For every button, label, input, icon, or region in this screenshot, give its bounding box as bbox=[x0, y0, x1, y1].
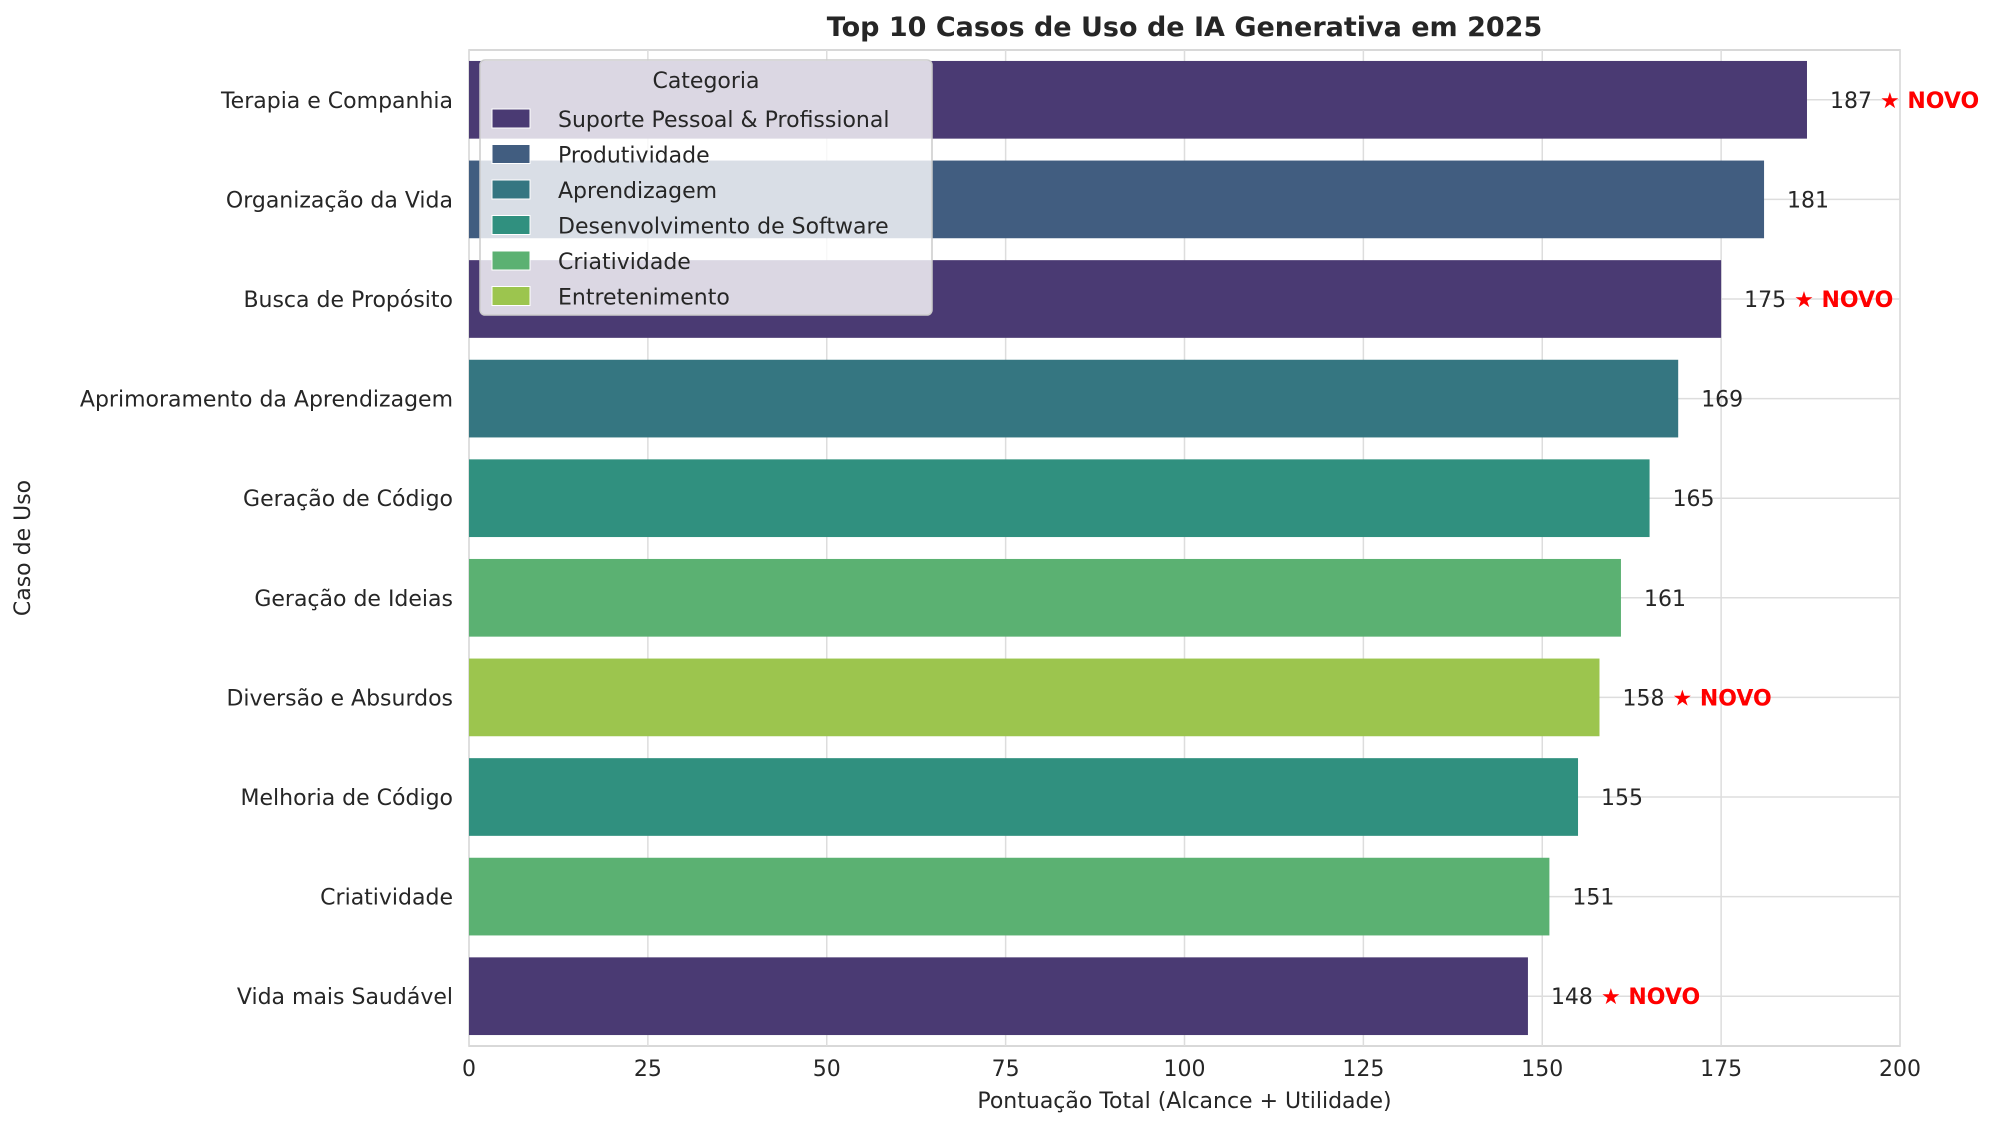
x-tick-label: 75 bbox=[992, 1057, 1020, 1082]
value-labels: 187 ★ NOVO 181 175 ★ NOVO 169 165 161 158 ★ NOVO 1… bbox=[1551, 89, 1979, 1010]
y-tick-label: Criatividade bbox=[320, 886, 453, 911]
legend-swatch bbox=[491, 179, 531, 200]
y-tick-label: Busca de Propósito bbox=[243, 288, 453, 313]
x-axis-ticks: 0 25 50 75 100 125 150 175 200 bbox=[462, 1057, 1921, 1082]
legend-title: Categoria bbox=[652, 69, 759, 94]
legend-entry: Produtividade bbox=[558, 144, 710, 169]
bars bbox=[469, 60, 1807, 1036]
data-label: 148 bbox=[1551, 985, 1593, 1010]
y-axis-ticks: Terapia e Companhia Organização da Vida Bu… bbox=[80, 89, 453, 1010]
y-tick-label: Aprimoramento da Aprendizagem bbox=[80, 388, 453, 413]
legend-entry: Suporte Pessoal & Profissional bbox=[558, 108, 889, 133]
data-label: 181 bbox=[1787, 188, 1829, 213]
y-tick-label: Melhoria de Código bbox=[241, 786, 453, 811]
x-tick-label: 50 bbox=[813, 1057, 841, 1082]
legend-swatch bbox=[491, 286, 531, 306]
legend-box bbox=[479, 59, 933, 316]
y-tick-label: Organização da Vida bbox=[226, 188, 453, 213]
legend-swatch bbox=[491, 250, 531, 271]
chart-title: Top 10 Casos de Uso de IA Generativa em … bbox=[827, 12, 1543, 43]
data-label: 151 bbox=[1572, 886, 1614, 911]
legend-swatch bbox=[491, 108, 531, 129]
bar bbox=[469, 658, 1600, 737]
y-tick-label: Diversão e Absurdos bbox=[226, 686, 453, 711]
y-axis-label: Caso de Uso bbox=[11, 480, 36, 616]
data-label: 165 bbox=[1673, 487, 1715, 512]
legend-swatch bbox=[491, 144, 531, 164]
bar bbox=[469, 558, 1621, 637]
data-label: 169 bbox=[1701, 388, 1743, 413]
data-label: 158 bbox=[1622, 686, 1664, 711]
x-tick-label: 200 bbox=[1879, 1057, 1921, 1082]
y-tick-label: Geração de Código bbox=[243, 487, 453, 512]
new-badge: ★ NOVO bbox=[1794, 288, 1893, 313]
bar bbox=[469, 857, 1550, 936]
bar bbox=[469, 957, 1528, 1036]
data-label: 187 bbox=[1830, 89, 1872, 114]
legend-entry: Criatividade bbox=[558, 250, 691, 275]
x-tick-label: 25 bbox=[634, 1057, 662, 1082]
bar bbox=[469, 459, 1650, 538]
x-axis-label: Pontuação Total (Alcance + Utilidade) bbox=[977, 1089, 1391, 1114]
bar bbox=[469, 758, 1579, 836]
data-label: 175 bbox=[1744, 288, 1786, 313]
legend-entry: Entretenimento bbox=[558, 286, 730, 311]
x-tick-label: 0 bbox=[462, 1057, 476, 1082]
new-badge: ★ NOVO bbox=[1880, 89, 1979, 114]
y-tick-label: Vida mais Saudável bbox=[237, 985, 453, 1010]
bar bbox=[469, 359, 1679, 438]
data-label: 155 bbox=[1601, 786, 1643, 811]
new-badge: ★ NOVO bbox=[1672, 686, 1771, 711]
legend-entry: Aprendizagem bbox=[558, 179, 717, 204]
new-badge: ★ NOVO bbox=[1601, 985, 1700, 1010]
y-tick-label: Geração de Ideias bbox=[254, 587, 453, 612]
x-tick-label: 100 bbox=[1164, 1057, 1206, 1082]
data-label: 161 bbox=[1644, 587, 1686, 612]
y-tick-label: Terapia e Companhia bbox=[220, 89, 453, 114]
legend-entry: Desenvolvimento de Software bbox=[558, 215, 889, 240]
x-tick-label: 175 bbox=[1700, 1057, 1742, 1082]
legend: Categoria Suporte Pessoal & Profissional P… bbox=[479, 59, 933, 316]
x-tick-label: 150 bbox=[1521, 1057, 1563, 1082]
x-tick-label: 125 bbox=[1342, 1057, 1384, 1082]
legend-swatch bbox=[491, 215, 531, 235]
